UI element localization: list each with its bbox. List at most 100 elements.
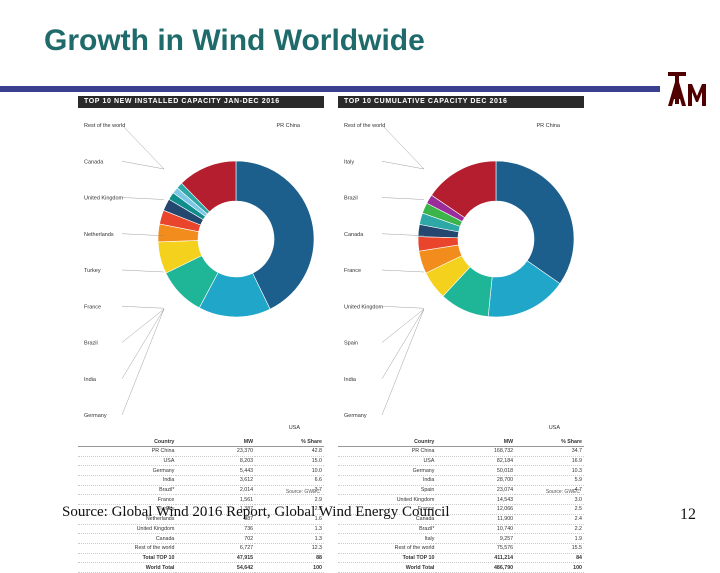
table-row: Total TOP 10 411,214 84 xyxy=(338,553,584,564)
cell-mw: 12,066 xyxy=(436,504,516,515)
legend-label-united-kingdom: United Kingdom xyxy=(84,196,124,202)
table-row: United Kingdom 736 1.3 xyxy=(78,524,324,535)
leader-line xyxy=(381,124,425,170)
leader-line xyxy=(121,233,165,236)
legend-label-germany: Germany xyxy=(344,413,367,419)
cell-share: 12.3 xyxy=(255,543,324,554)
leader-line xyxy=(381,308,425,343)
cell-mw: 23,074 xyxy=(436,485,516,496)
cell-country: PR China xyxy=(338,446,437,457)
table-row: USA 82,184 16.9 xyxy=(338,456,584,467)
cell-mw: 736 xyxy=(176,524,256,535)
cell-mw: 10,740 xyxy=(436,524,516,535)
leader-line xyxy=(121,306,165,309)
legend-label-united-kingdom: United Kingdom xyxy=(344,304,384,310)
table-row: Total TOP 10 47,915 88 xyxy=(78,553,324,564)
page-number: 12 xyxy=(680,506,696,523)
cell-mw: 702 xyxy=(176,533,256,544)
cell-mw: 75,576 xyxy=(436,543,516,554)
legend-label-brazil: Brazil xyxy=(344,196,358,202)
cell-share: 2.2 xyxy=(515,524,584,535)
legend-label-germany: Germany xyxy=(84,413,107,419)
table-row: USA 8,203 15.0 xyxy=(78,456,324,467)
slide-title: Growth in Wind Worldwide xyxy=(44,24,425,57)
cell-country: Rest of the world xyxy=(78,543,177,554)
leader-line xyxy=(121,124,165,170)
cell-share: 84 xyxy=(515,553,584,564)
panel-source-note: Source: GWEC xyxy=(285,489,320,495)
table-row: India 3,612 6.6 xyxy=(78,475,324,486)
legend-label-india: India xyxy=(84,377,97,383)
donut-chart-cumulative: Rest of the world Italy Brazil Canada France… xyxy=(344,123,575,431)
leader-line xyxy=(381,308,425,416)
cell-mw: 8,203 xyxy=(176,456,256,467)
leader-line xyxy=(381,308,425,379)
legend-label-rest-of-the-world: Rest of the world xyxy=(84,123,125,129)
legend-label-brazil: Brazil xyxy=(84,341,98,347)
cell-share: 4.7 xyxy=(515,485,584,496)
cell-mw: 1,387 xyxy=(176,504,256,515)
panel-source-note: Source: GWEC xyxy=(545,489,580,495)
cell-country: Turkey xyxy=(78,504,177,515)
col-country: Country xyxy=(338,438,437,447)
cell-share: 6.6 xyxy=(255,475,324,486)
leader-line xyxy=(381,269,425,273)
cell-share: 2.9 xyxy=(255,494,324,506)
cell-share: 15.0 xyxy=(255,456,324,467)
cell-share: 3.0 xyxy=(515,494,584,506)
chart-panel-new-installed: TOP 10 NEW INSTALLED CAPACITY JAN-DEC 20… xyxy=(78,93,324,573)
cell-share: 1.9 xyxy=(515,533,584,544)
table-row: Italy 9,257 1.9 xyxy=(338,533,584,544)
table-row: Turkey 1,387 2.5 xyxy=(78,504,324,515)
cell-mw: 5,443 xyxy=(176,465,256,477)
table-row: Brazil* 10,740 2.2 xyxy=(338,524,584,535)
slice-pr-china xyxy=(235,160,315,310)
legend-label-france: France xyxy=(344,268,361,274)
cell-country: Canada xyxy=(78,533,177,544)
legend-label-india: India xyxy=(344,377,357,383)
cell-country: USA xyxy=(78,456,177,467)
leader-line xyxy=(121,308,165,416)
cell-country: Brazil* xyxy=(338,524,437,535)
legend-label-pr-china: PR China xyxy=(276,123,300,129)
legend-label-canada: Canada xyxy=(84,159,104,165)
cell-share: 2.5 xyxy=(515,504,584,515)
cell-share: 1.3 xyxy=(255,533,324,544)
cell-country: Netherlands xyxy=(78,514,177,525)
cell-mw: 11,900 xyxy=(436,514,516,525)
table-row: World Total 54,642 100 xyxy=(78,562,324,573)
cell-country: United Kingdom xyxy=(338,494,437,506)
legend-label-france: France xyxy=(84,304,101,310)
leader-line xyxy=(381,161,425,170)
col-share: % Share xyxy=(255,438,324,447)
cell-mw: 3,612 xyxy=(176,475,256,486)
cell-country: India xyxy=(338,475,437,486)
cell-share: 34.7 xyxy=(515,446,584,457)
legend-label-italy: Italy xyxy=(344,159,354,165)
table-row: United Kingdom 14,543 3.0 xyxy=(338,494,584,506)
cell-share: 2.5 xyxy=(255,504,324,515)
table-row: Rest of the world 6,727 12.3 xyxy=(78,543,324,554)
col-mw: MW xyxy=(176,438,256,447)
table-row: Brazil* 2,014 3.7 xyxy=(78,485,324,496)
cell-country: United Kingdom xyxy=(78,524,177,535)
cell-mw: 47,915 xyxy=(176,553,256,564)
legend-label-rest-of-the-world: Rest of the world xyxy=(344,123,385,129)
cell-country: France xyxy=(338,504,437,515)
leader-line xyxy=(121,161,165,170)
table-row: Netherlands 887 1.6 xyxy=(78,514,324,525)
donut-chart-new-installed: Rest of the world Canada United Kingdom Net… xyxy=(84,123,315,431)
table-row: PR China 23,370 42.8 xyxy=(78,446,324,457)
table-row: PR China 168,732 34.7 xyxy=(338,446,584,457)
table-row: France 1,561 2.9 xyxy=(78,494,324,506)
slice-pr-china xyxy=(495,160,575,285)
col-country: Country xyxy=(78,438,177,447)
cell-share: 2.4 xyxy=(515,514,584,525)
table-row: Germany 5,443 10.0 xyxy=(78,465,324,477)
cell-country: Total TOP 10 xyxy=(78,553,177,564)
title-rule xyxy=(0,86,660,92)
cell-mw: 411,214 xyxy=(436,553,516,564)
cell-mw: 6,727 xyxy=(176,543,256,554)
col-share: % Share xyxy=(515,438,584,447)
leader-line xyxy=(121,308,165,379)
